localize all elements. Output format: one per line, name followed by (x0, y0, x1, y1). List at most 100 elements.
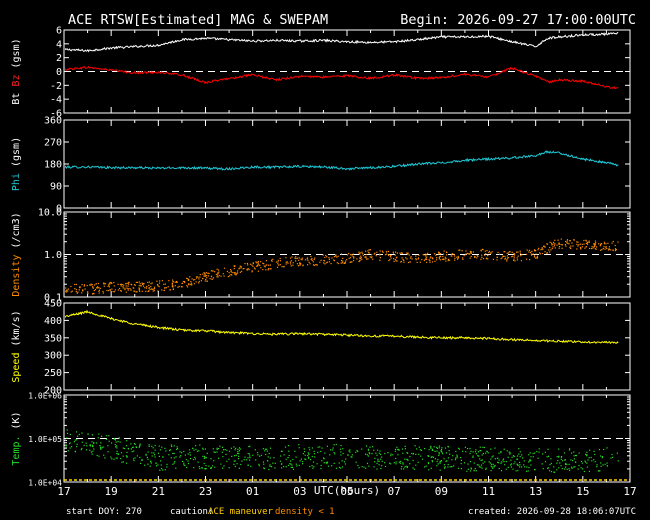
data-point-temp (355, 451, 357, 453)
data-point-density (299, 262, 301, 264)
data-point-density (205, 272, 207, 274)
data-point-temp (351, 454, 353, 456)
data-point-density (133, 284, 135, 286)
data-point-density (292, 264, 294, 266)
data-point-density (275, 261, 278, 263)
data-point-temp (479, 446, 481, 448)
data-point-temp (131, 446, 134, 449)
data-point-temp (358, 467, 360, 469)
data-point-density (447, 260, 449, 262)
data-point-density (90, 283, 92, 285)
data-point-density (344, 262, 346, 264)
data-point-temp (470, 467, 472, 469)
x-tick-label: 05 (340, 485, 353, 498)
data-point-temp (400, 468, 402, 470)
data-point-temp (104, 457, 106, 459)
data-point-density (395, 260, 397, 262)
data-point-temp (366, 445, 368, 447)
data-point-temp (558, 456, 560, 458)
data-point-temp (81, 447, 83, 450)
data-point-temp (434, 458, 436, 460)
data-point-temp (449, 466, 451, 468)
data-point-density (535, 257, 537, 259)
data-point-temp (376, 462, 378, 464)
data-point-density (532, 253, 534, 255)
data-point-density (95, 287, 98, 289)
data-point-temp (139, 444, 141, 446)
data-point-temp (438, 447, 440, 449)
data-point-density (584, 247, 586, 249)
data-point-density (203, 272, 205, 274)
data-point-density (335, 254, 337, 256)
data-point-density (439, 259, 441, 261)
data-point-density (98, 292, 100, 294)
data-point-density (75, 283, 77, 285)
data-point-temp (338, 462, 340, 464)
data-point-temp (481, 467, 483, 469)
data-point-temp (475, 449, 477, 451)
data-point-density (342, 260, 344, 262)
data-point-temp (334, 453, 336, 455)
data-point-temp (340, 454, 342, 456)
data-point-density (612, 240, 614, 243)
data-point-density (87, 292, 89, 294)
data-point-density (360, 255, 362, 257)
data-point-temp (458, 448, 460, 450)
data-point-density (324, 256, 326, 259)
data-point-temp (366, 454, 368, 456)
data-point-density (307, 264, 309, 266)
data-point-density (229, 275, 231, 277)
data-point-density (362, 254, 364, 257)
data-point-temp (65, 444, 67, 446)
data-point-density (538, 247, 540, 249)
data-point-density (502, 255, 504, 257)
data-point-density (517, 251, 519, 253)
data-point-density (458, 249, 460, 251)
data-point-density (449, 259, 451, 261)
data-point-temp (290, 466, 292, 468)
data-point-temp (546, 456, 548, 458)
data-point-temp (616, 452, 618, 454)
data-point-temp (574, 461, 576, 463)
data-point-temp (427, 462, 429, 464)
data-point-temp (425, 465, 427, 467)
data-point-density (65, 290, 67, 292)
data-point-temp (78, 433, 80, 436)
data-point-density (561, 247, 563, 249)
data-point-temp (126, 455, 128, 458)
data-point-density (312, 264, 315, 266)
data-point-density (290, 265, 292, 267)
data-point-density (447, 258, 449, 260)
data-point-density (246, 268, 248, 270)
data-point-density (553, 245, 556, 247)
data-point-density (113, 291, 116, 293)
data-point-density (586, 243, 589, 245)
data-point-density (218, 269, 220, 271)
data-point-temp (249, 445, 251, 447)
data-point-temp (611, 453, 613, 456)
data-point-temp (169, 450, 171, 452)
data-point-density (145, 287, 148, 289)
data-point-density (319, 261, 321, 263)
y-tick-label-density: 1.0 (44, 250, 62, 261)
data-point-density (316, 264, 318, 266)
data-point-temp (265, 453, 267, 456)
data-point-temp (307, 452, 309, 454)
data-point-temp (600, 465, 602, 467)
data-point-density (127, 285, 129, 287)
data-point-density (381, 250, 383, 252)
data-point-temp (235, 447, 237, 449)
data-point-temp (67, 450, 69, 452)
data-point-density (127, 289, 129, 291)
data-point-density (405, 257, 407, 259)
data-point-temp (66, 429, 68, 431)
data-point-density (218, 274, 220, 277)
series-mag-bz (65, 65, 619, 90)
data-point-density (549, 241, 551, 243)
data-point-temp (192, 447, 194, 449)
data-point-density (295, 258, 297, 260)
data-point-density (70, 285, 72, 288)
data-point-temp (462, 450, 464, 452)
data-point-temp (372, 446, 374, 448)
data-point-temp (494, 458, 496, 460)
